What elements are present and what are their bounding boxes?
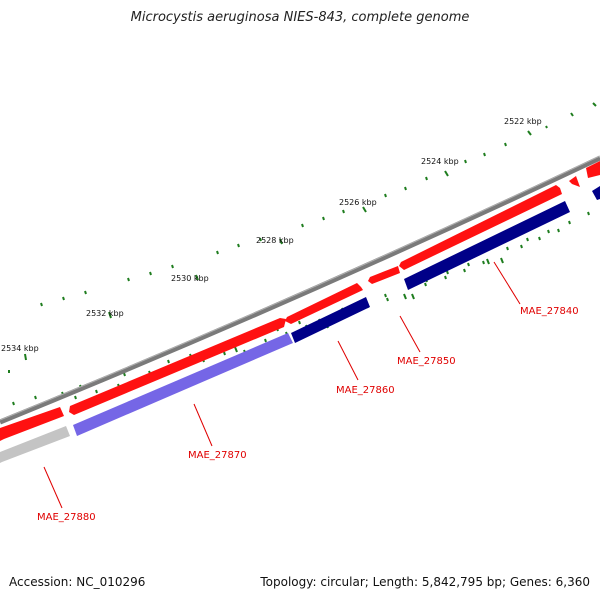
- gene-label-mae27850[interactable]: MAE_27850: [397, 356, 456, 367]
- gene-feature[interactable]: [0, 426, 70, 463]
- genome-summary-text: Topology: circular; Length: 5,842,795 bp…: [260, 575, 590, 589]
- gene-feature[interactable]: [0, 407, 64, 441]
- genome-backbone-highlight: [0, 155, 600, 421]
- gene-leader-lines: [43, 261, 521, 509]
- map-title: Microcystis aeruginosa NIES-843, complet…: [130, 10, 470, 25]
- gene-feature[interactable]: [592, 186, 600, 200]
- outer-ruler: [8, 102, 597, 373]
- gene-labels: MAE_27840 MAE_27850 MAE_27860 MAE_27870 …: [37, 306, 579, 523]
- gene-feature[interactable]: [291, 297, 370, 343]
- accession-text: Accession: NC_010296: [9, 575, 146, 589]
- gene-feature[interactable]: [73, 333, 293, 436]
- gene-feature[interactable]: [285, 283, 363, 324]
- gene-feature[interactable]: [368, 266, 400, 284]
- kbp-label-2522: 2522 kbp: [504, 117, 542, 126]
- kbp-label-2532: 2532 kbp: [86, 309, 124, 318]
- gene-label-mae27870[interactable]: MAE_27870: [188, 450, 247, 461]
- gene-feature[interactable]: [399, 185, 562, 270]
- gene-label-mae27880[interactable]: MAE_27880: [37, 512, 96, 523]
- kbp-label-2534: 2534 kbp: [1, 344, 39, 353]
- reverse-strand-genes: [0, 186, 600, 463]
- gene-feature[interactable]: [586, 161, 600, 178]
- gene-feature[interactable]: [69, 318, 286, 415]
- gene-label-mae27860[interactable]: MAE_27860: [336, 385, 395, 396]
- kbp-label-2524: 2524 kbp: [421, 157, 459, 166]
- gene-label-mae27840[interactable]: MAE_27840: [520, 306, 579, 317]
- kbp-label-2528: 2528 kbp: [256, 236, 294, 245]
- gene-feature[interactable]: [404, 201, 570, 290]
- kbp-labels: 2522 kbp 2524 kbp 2526 kbp 2528 kbp 2530…: [1, 117, 542, 353]
- ruler-ticks: [8, 102, 597, 426]
- forward-strand-genes: [0, 161, 600, 441]
- kbp-label-2530: 2530 kbp: [171, 274, 209, 283]
- gene-feature[interactable]: [569, 176, 580, 187]
- genome-backbone: [0, 155, 600, 425]
- kbp-label-2526: 2526 kbp: [339, 198, 377, 207]
